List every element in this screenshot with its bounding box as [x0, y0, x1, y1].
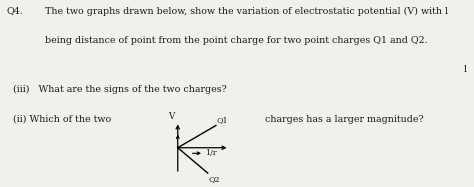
- Text: 1/r: 1/r: [205, 149, 217, 157]
- Text: (ii) Which of the two: (ii) Which of the two: [13, 115, 111, 124]
- Text: Q4.: Q4.: [6, 7, 23, 16]
- Text: The two graphs drawn below, show the variation of electrostatic potential (V) wi: The two graphs drawn below, show the var…: [45, 7, 448, 16]
- Text: being distance of point from the point charge for two point charges Q1 and Q2.: being distance of point from the point c…: [45, 36, 428, 45]
- Text: l: l: [464, 65, 467, 74]
- Text: V: V: [168, 112, 174, 121]
- Text: Q1: Q1: [217, 116, 228, 124]
- Text: Q2: Q2: [209, 175, 220, 183]
- Text: (iii)   What are the signs of the two charges?: (iii) What are the signs of the two char…: [13, 85, 227, 94]
- Text: charges has a larger magnitude?: charges has a larger magnitude?: [265, 115, 424, 124]
